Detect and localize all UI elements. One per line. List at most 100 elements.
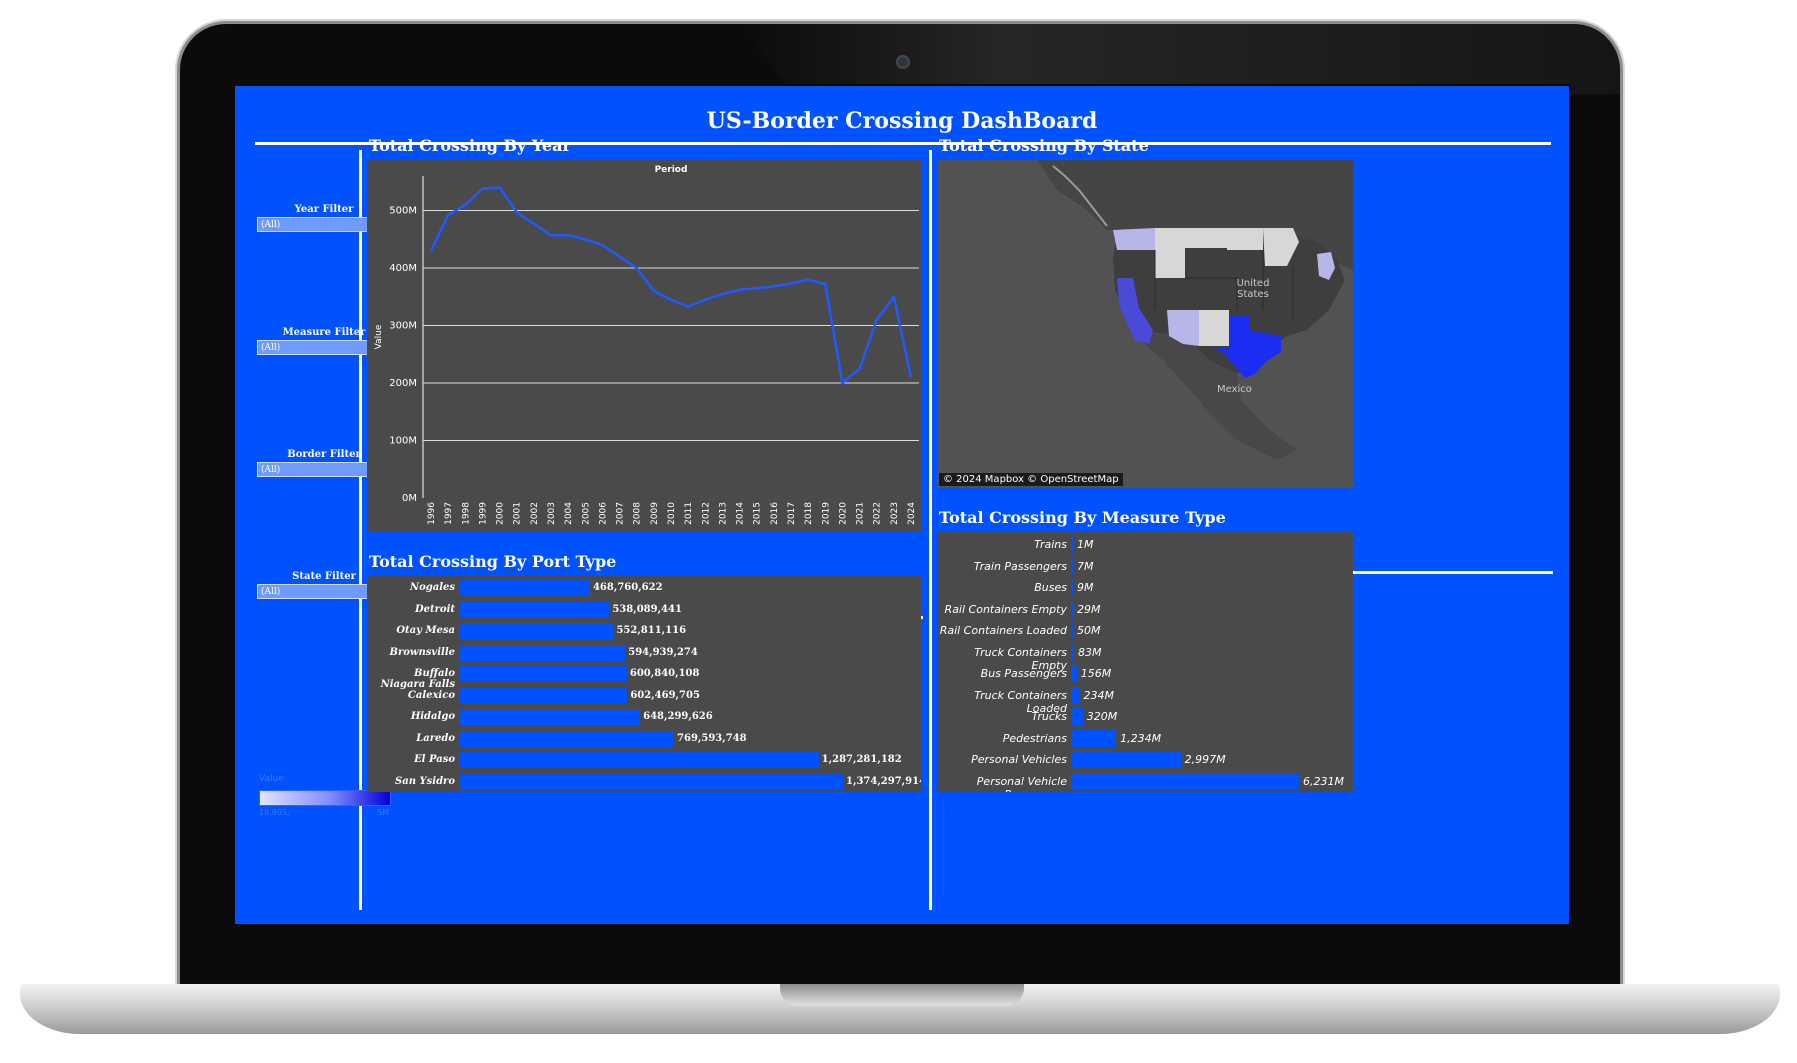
state-panel-title: Total Crossing By State: [939, 136, 1149, 155]
year-filter-dropdown[interactable]: (All) ▼: [257, 217, 391, 232]
webcam-icon: [896, 55, 910, 69]
measure-bar[interactable]: [1071, 557, 1073, 575]
measure-bar[interactable]: [1071, 686, 1080, 704]
center-panel-divider: [929, 150, 932, 910]
state-borders: [1154, 250, 1294, 320]
port-bar-label: Hidalgo: [410, 711, 455, 722]
measure-bar[interactable]: [1071, 729, 1117, 747]
x-tick-label: 1997: [444, 502, 454, 525]
measure-bar[interactable]: [1071, 643, 1075, 661]
port-bar-value: 602,469,705: [630, 689, 700, 701]
measure-bar-value: 50M: [1077, 624, 1101, 637]
color-legend-max: 5M: [377, 808, 389, 817]
measure-bar-label: Train Passengers: [973, 559, 1067, 573]
year-filter: Year Filter (All) ▼: [257, 204, 391, 232]
x-tick-label: 2013: [718, 502, 728, 525]
measure-bar-value: 156M: [1080, 667, 1112, 680]
y-tick-label: 400M: [389, 263, 417, 274]
y-tick-label: 100M: [389, 436, 417, 447]
port-bar[interactable]: [459, 666, 627, 682]
x-tick-label: 2001: [513, 502, 523, 525]
x-tick-label: 2009: [650, 502, 660, 525]
measure-bar[interactable]: [1071, 772, 1299, 790]
x-tick-label: 1998: [461, 502, 471, 525]
measure-bar-label: Personal Vehicle Passengers: [976, 774, 1067, 793]
port-bar-value: 538,089,441: [612, 603, 682, 615]
port-bar-label: Buffalo Niagara Falls: [380, 668, 455, 690]
port-bar[interactable]: [459, 730, 675, 747]
port-bar-value: 1,374,297,914: [846, 775, 921, 787]
map-attribution[interactable]: © 2024 Mapbox © OpenStreetMap: [939, 473, 1123, 486]
measure-bar-label: Truck Containers Empty: [974, 645, 1067, 672]
state-minnesota: [1263, 228, 1299, 266]
x-tick-label: 2023: [890, 502, 900, 525]
measure-bar-value: 6,231M: [1303, 774, 1344, 788]
coastline: [1052, 165, 1108, 227]
measure-bar-value: 1,234M: [1120, 731, 1162, 745]
x-tick-label: 2020: [838, 502, 848, 525]
measure-bar[interactable]: [1071, 600, 1073, 618]
port-bar-label: Brownsville: [389, 646, 455, 658]
x-tick-label: 2021: [856, 502, 866, 525]
measure-bar[interactable]: [1071, 622, 1073, 639]
x-tick-label: 1996: [427, 502, 437, 525]
measure-bar[interactable]: [1071, 536, 1073, 553]
port-bar[interactable]: [459, 644, 626, 661]
state-texas: [1213, 316, 1281, 378]
state-washington: [1113, 228, 1155, 250]
y-tick-label: 0M: [402, 493, 417, 504]
x-tick-label: 1999: [478, 502, 488, 525]
x-tick-label: 2018: [804, 502, 814, 525]
x-tick-label: 2012: [701, 502, 711, 525]
x-tick-label: 2008: [633, 502, 643, 525]
map-label-united-states: United States: [1236, 278, 1270, 300]
port-bar[interactable]: [459, 709, 641, 725]
x-tick-label: 2010: [667, 502, 677, 525]
port-bar-chart: Nogales 468,760,622 Detroit 538,089,441 Otay…: [367, 576, 921, 792]
port-bar-label: Laredo: [416, 732, 455, 744]
measure-bar[interactable]: [1071, 665, 1077, 682]
measure-bar-label: Rail Containers Empty: [944, 602, 1067, 616]
y-axis-label: Value: [374, 324, 384, 349]
state-north-dakota: [1227, 228, 1263, 250]
measure-bar[interactable]: [1071, 579, 1073, 596]
title-divider: [255, 142, 1551, 145]
port-bar-value: 769,593,748: [677, 732, 747, 744]
measure-bar-value: 2,997M: [1184, 753, 1226, 766]
port-bar[interactable]: [459, 752, 819, 768]
x-tick-label: 2011: [684, 502, 694, 525]
measure-bar-value: 29M: [1077, 602, 1101, 616]
measure-bar-label: Pedestrians: [1002, 731, 1067, 745]
port-bar-value: 600,840,108: [629, 668, 700, 679]
year-panel-title: Total Crossing By Year: [369, 136, 571, 155]
map-label-mexico: Mexico: [1217, 384, 1252, 395]
x-tick-label: 2002: [530, 502, 540, 525]
port-bar-value: 648,299,626: [643, 711, 713, 722]
port-bar[interactable]: [459, 687, 628, 704]
state-arizona: [1167, 310, 1199, 346]
x-tick-label: 2000: [496, 502, 506, 525]
measure-bar-label: Rail Containers Loaded: [939, 624, 1067, 637]
state-map-panel[interactable]: United States Mexico © 2024 Mapbox © Ope…: [937, 160, 1353, 488]
left-panel-divider: [359, 150, 362, 910]
measure-bar[interactable]: [1071, 708, 1083, 725]
port-bar[interactable]: [459, 623, 614, 639]
color-legend-ramp: [259, 790, 391, 806]
series-line: [429, 186, 913, 385]
port-bar-label: Calexico: [407, 689, 455, 701]
border-filter-dropdown[interactable]: (All) ▼: [257, 462, 391, 477]
measure-bar-value: 234M: [1083, 688, 1115, 702]
port-bar-label: Otay Mesa: [396, 625, 455, 636]
measure-bar[interactable]: [1071, 751, 1181, 768]
chart-title-period: Period: [655, 165, 688, 175]
x-tick-label: 2004: [564, 502, 574, 525]
x-tick-label: 2015: [753, 502, 763, 525]
port-bar[interactable]: [459, 773, 843, 790]
x-tick-label: 2006: [598, 502, 608, 525]
port-bar[interactable]: [459, 580, 590, 596]
year-filter-value: (All): [261, 220, 281, 230]
x-tick-label: 2005: [581, 502, 591, 525]
port-bar-label: Detroit: [414, 603, 455, 615]
port-bar[interactable]: [459, 601, 610, 618]
y-tick-label: 200M: [389, 378, 417, 389]
